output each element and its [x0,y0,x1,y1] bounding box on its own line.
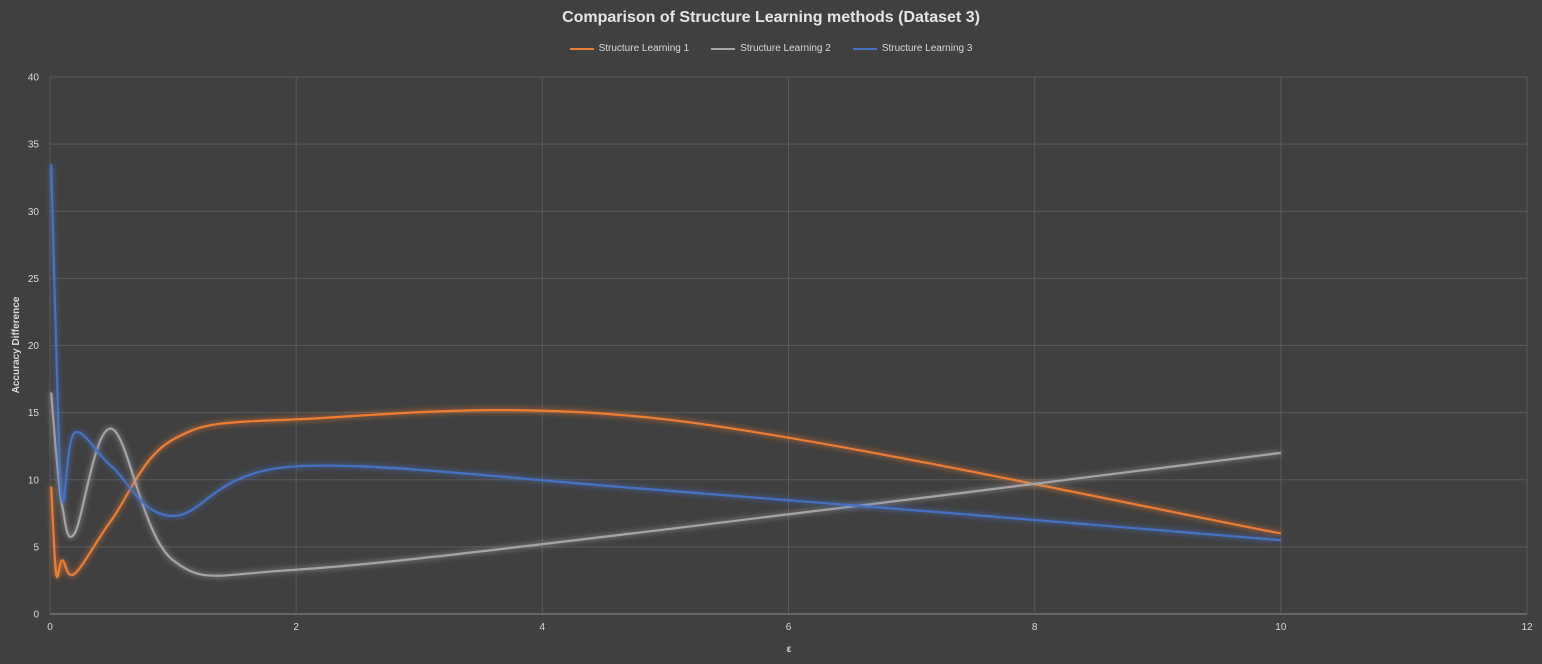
series-line-2 [50,392,1281,577]
legend-label-series-2: Structure Learning 2 [740,43,831,54]
legend-item-series-3: Structure Learning 3 [852,43,973,54]
x-axis-label: ε [787,644,792,655]
legend-swatch-series-2 [711,47,736,50]
y-tick-label: 0 [33,610,39,621]
x-tick-label: 4 [540,622,546,633]
y-axis-label: Accuracy Difference [11,296,22,393]
legend-item-series-1: Structure Learning 1 [569,43,690,54]
x-tick-label: 12 [1521,622,1533,633]
series-line-1 [50,408,1282,578]
x-tick-label: 0 [47,622,53,633]
x-tick-label: 8 [1032,622,1038,633]
y-tick-label: 30 [28,207,40,218]
y-tick-label: 25 [28,274,40,285]
legend-item-series-2: Structure Learning 2 [711,43,831,54]
y-tick-label: 15 [28,408,40,419]
y-tick-label: 40 [28,73,40,84]
series-line-3 [50,164,1281,542]
x-tick-label: 10 [1275,622,1287,633]
legend-label-series-1: Structure Learning 1 [598,43,690,54]
x-tick-label: 2 [293,622,299,633]
chart-title: Comparison of Structure Learning methods… [562,9,980,26]
y-tick-label: 20 [28,341,40,352]
legend-label-series-3: Structure Learning 3 [881,43,973,54]
legend-swatch-series-3 [852,47,877,50]
legend-swatch-series-1 [569,47,594,50]
y-tick-label: 5 [33,542,39,553]
y-tick-label: 35 [28,140,40,151]
legend: Structure Learning 1 Structure Learning … [0,43,1542,54]
x-tick-label: 6 [786,622,792,633]
y-tick-label: 10 [28,475,40,486]
